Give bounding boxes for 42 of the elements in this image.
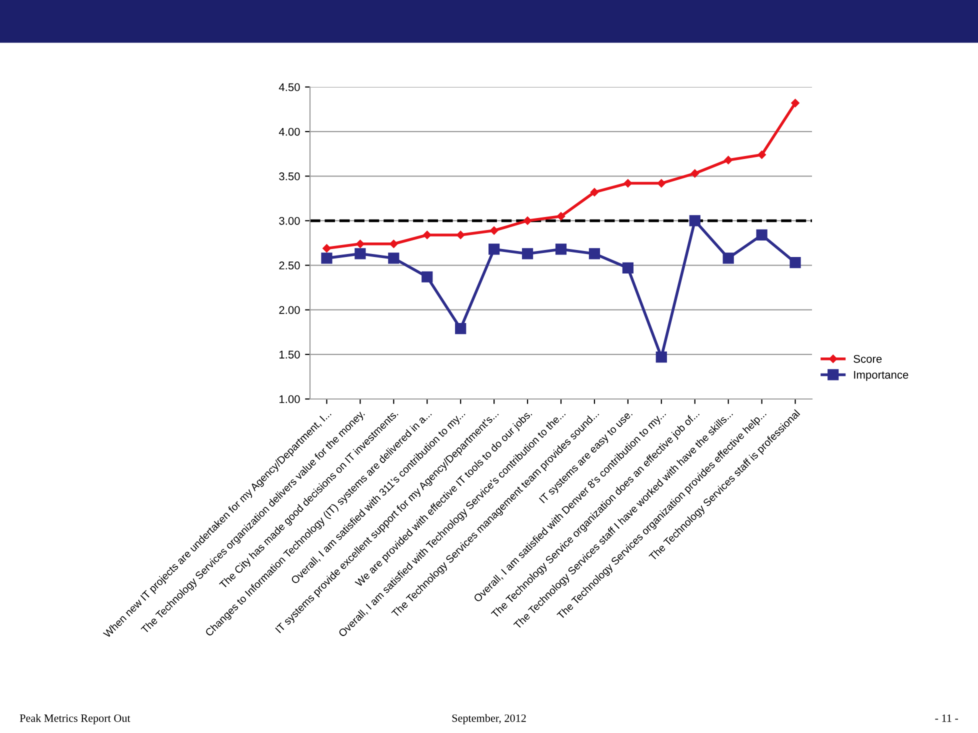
point (523, 216, 532, 225)
point (354, 248, 366, 260)
point (622, 262, 634, 274)
point (555, 244, 567, 255)
y-tick-label: 1.50 (280, 350, 300, 359)
point (588, 248, 600, 260)
y-tick-label: 2.50 (279, 262, 300, 270)
text: - 11 - (935, 714, 958, 722)
point (791, 98, 800, 108)
point (490, 226, 498, 235)
point (657, 179, 666, 188)
point (390, 240, 398, 248)
y-tick-label: 3.00 (279, 216, 300, 225)
text: Peak Metrics Report Out (20, 714, 130, 724)
point (690, 169, 699, 178)
point (722, 252, 734, 264)
y-tick-label: 4.50 (278, 83, 300, 92)
point (556, 212, 566, 220)
y-tick-label: 4.00 (278, 128, 300, 136)
legend-label: Importance (854, 370, 908, 381)
point (522, 248, 534, 260)
legend-label: Score (854, 354, 882, 363)
point (423, 230, 432, 240)
point (656, 352, 667, 363)
point (422, 271, 433, 282)
point (758, 150, 766, 159)
point (724, 156, 732, 164)
point (456, 230, 465, 240)
y-tick-label: 2.00 (279, 306, 300, 314)
point (590, 188, 599, 196)
y-tick-label: 1.00 (280, 395, 300, 404)
point (790, 257, 801, 268)
point (356, 240, 364, 248)
y-tick-label: 3.50 (279, 172, 300, 180)
point (488, 244, 500, 255)
point (689, 215, 700, 226)
point (756, 229, 768, 241)
point (322, 244, 331, 252)
point (455, 323, 466, 334)
text: September, 2012 (452, 714, 526, 724)
point (321, 252, 332, 264)
point (388, 252, 400, 264)
